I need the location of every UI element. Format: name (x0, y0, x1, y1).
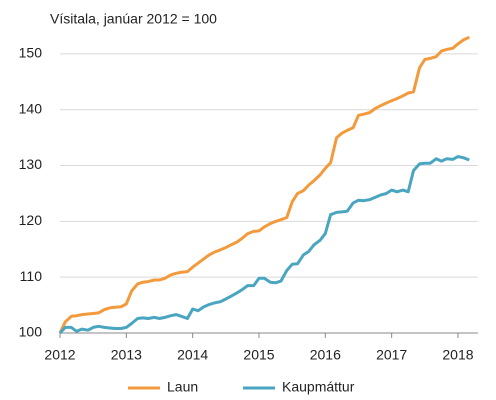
x-tick-label: 2015 (243, 347, 274, 363)
x-tick-label: 2013 (111, 347, 142, 363)
x-tick-label: 2012 (44, 347, 75, 363)
legend-label: Laun (167, 379, 198, 395)
line-series (58, 35, 470, 334)
y-tick-label: 130 (19, 156, 43, 172)
line-series (58, 155, 470, 335)
x-tick-label: 2016 (310, 347, 341, 363)
x-tick-label: 2014 (177, 347, 208, 363)
x-tick-label: 2018 (442, 347, 473, 363)
y-tick-label: 110 (20, 268, 43, 284)
x-tick-label: 2017 (376, 347, 407, 363)
y-tick-label: 140 (19, 100, 43, 116)
y-tick-label: 150 (19, 45, 43, 61)
legend-label: Kaupmáttur (282, 379, 355, 395)
y-tick-label: 100 (19, 324, 43, 340)
chart-title: Vísitala, janúar 2012 = 100 (50, 11, 217, 27)
y-tick-label: 120 (19, 212, 43, 228)
